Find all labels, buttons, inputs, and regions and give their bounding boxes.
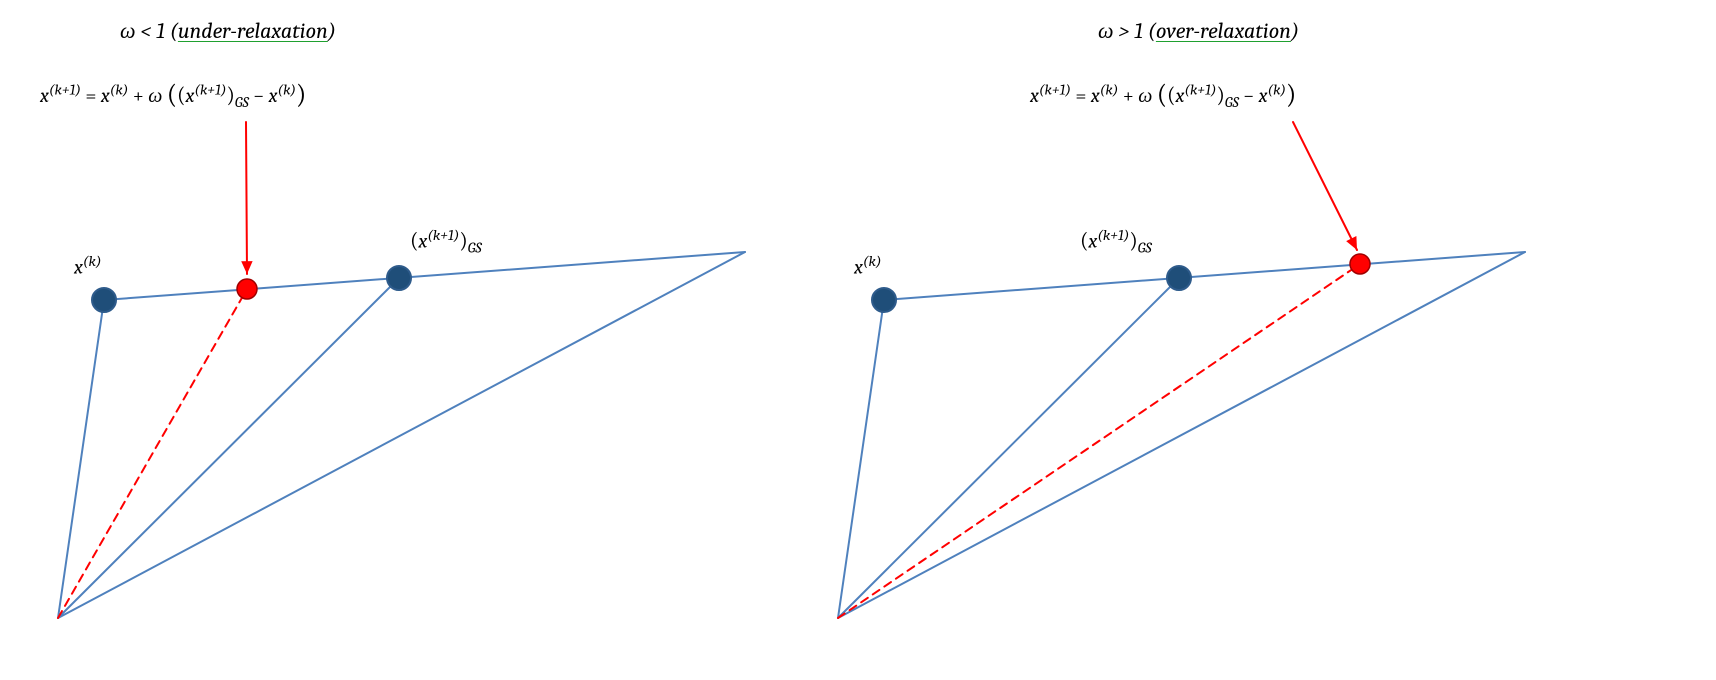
left-title-term: under-relaxation: [178, 18, 328, 44]
right-formula: x(k+1) = x(k) + ω ((x(k+1))GS − x(k)): [1030, 78, 1296, 111]
right-xk-label: x(k): [854, 252, 881, 279]
left-formula: x(k+1) = x(k) + ω ((x(k+1))GS − x(k)): [40, 78, 306, 111]
left-xk-label: x(k): [74, 252, 101, 279]
right-title-term: over-relaxation: [1156, 18, 1291, 44]
left-gs-label: (x(k+1))GS: [410, 226, 482, 257]
right-gs-label: (x(k+1))GS: [1080, 226, 1152, 257]
right-title: ω > 1 (over-relaxation): [1098, 18, 1299, 44]
diagram-stage: ω < 1 (under-relaxation) x(k+1) = x(k) +…: [0, 0, 1716, 680]
left-title: ω < 1 (under-relaxation): [120, 18, 336, 44]
